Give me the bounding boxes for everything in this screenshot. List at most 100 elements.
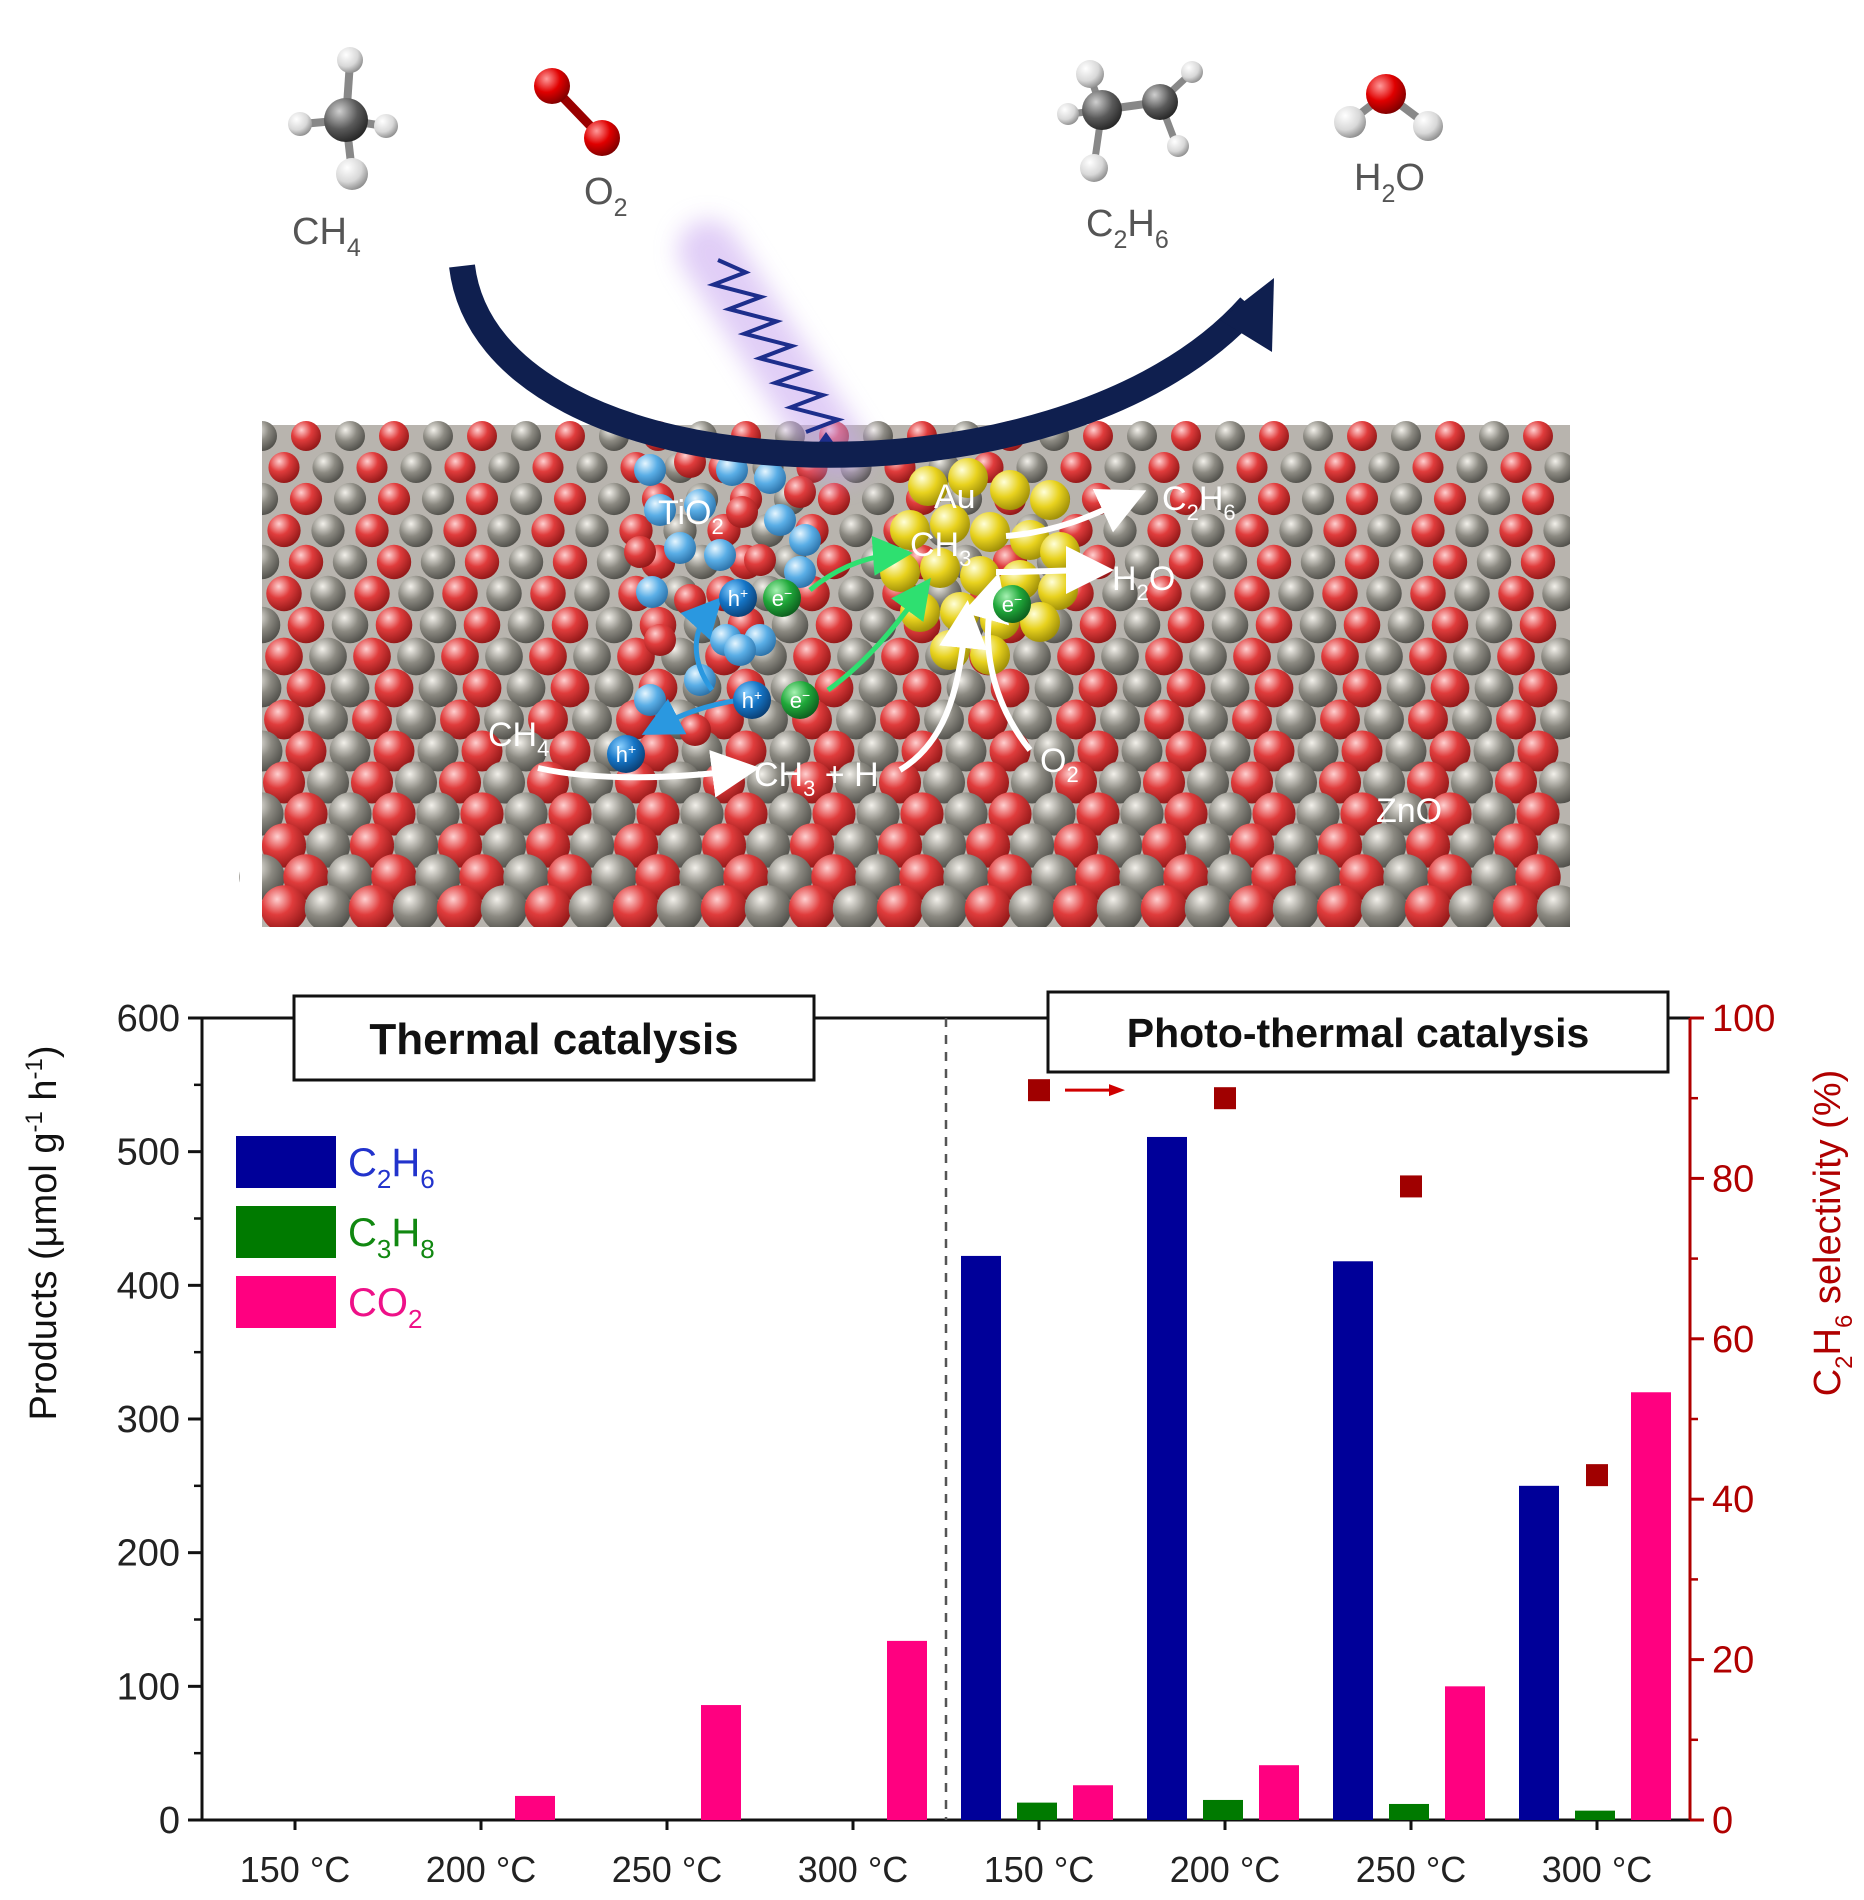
zn-atom (1121, 730, 1163, 772)
o-atom (1254, 668, 1294, 708)
zn-atom (505, 730, 547, 772)
o-atom (286, 668, 326, 708)
legend-label: CO2 (348, 1281, 422, 1334)
slab-edge (1570, 400, 1610, 940)
o-atom (287, 606, 325, 644)
zn-atom (1186, 761, 1230, 804)
o-atom (880, 699, 920, 740)
o-atom (613, 823, 659, 868)
ti-atom (789, 524, 821, 556)
o-atom (1228, 885, 1276, 932)
o-atom (1257, 482, 1291, 516)
zn-atom (1544, 451, 1576, 484)
o-atom (288, 544, 324, 580)
o-atom (268, 451, 300, 484)
selectivity-point (1400, 1175, 1422, 1198)
o-atom (813, 730, 855, 772)
o-atom (1320, 699, 1360, 740)
o-atom (1324, 451, 1356, 484)
au-atom (1040, 532, 1080, 572)
x-tick-label: 300 °C (798, 1849, 908, 1890)
zn-atom (1210, 668, 1250, 708)
zn-atom (1368, 451, 1400, 484)
zn-atom (420, 544, 456, 580)
hole-icon (607, 579, 771, 773)
o-atom (376, 544, 412, 580)
zn-atom (1010, 761, 1054, 804)
zn-atom (1032, 792, 1076, 836)
reaction-arrow-icon (449, 264, 1274, 468)
o-atom (260, 885, 308, 932)
y-axis: 0 100 200 300 400 500 600 (117, 998, 202, 1842)
hole-label: h+ (742, 687, 762, 713)
bars (515, 1136, 1671, 1820)
o-atom (1347, 421, 1377, 451)
zn-atom (1541, 637, 1579, 676)
zn-atom (419, 606, 457, 644)
zn-atom (1012, 699, 1052, 740)
zn-atom (1449, 823, 1495, 868)
zn-atom (1276, 699, 1316, 740)
zn-atom (568, 885, 616, 932)
bar (1575, 1810, 1615, 1820)
zn-atom (837, 637, 875, 676)
legend-swatch (236, 1276, 336, 1328)
o-atom (1235, 513, 1269, 548)
zn-atom (922, 761, 966, 804)
o-atom (1056, 699, 1096, 740)
o-atom (1144, 699, 1184, 740)
zn-atom (1190, 575, 1226, 612)
group-boxes: Thermal catalysis Photo-thermal catalysis (292, 990, 1670, 1082)
bar (1333, 1261, 1373, 1820)
y-tick-label: 600 (117, 998, 180, 1040)
o-atom (460, 792, 504, 836)
zn-atom (1274, 761, 1318, 804)
o-atom (1409, 637, 1447, 676)
tio2-label: TiO2 (658, 494, 724, 539)
o-atom (1167, 606, 1205, 644)
o-atom (552, 544, 588, 580)
zn-atom (1542, 575, 1578, 612)
ti-atom (664, 532, 696, 564)
zn-atom (394, 761, 438, 804)
zn-atom (1361, 823, 1407, 868)
zn-atom (1303, 421, 1333, 451)
zn-atom (1479, 421, 1509, 451)
zn-atom (595, 606, 633, 644)
zn-atom (833, 823, 879, 868)
zn-atom (312, 451, 344, 484)
electron-label: e− (790, 687, 810, 713)
group-label: Photo-thermal catalysis (1127, 1010, 1590, 1056)
o-atom (267, 513, 301, 548)
zn-atom (569, 823, 615, 868)
ti-atom (636, 576, 668, 608)
zn-atom (857, 730, 899, 772)
o-atom (377, 482, 411, 516)
group-box (1046, 990, 1670, 1074)
o-atom (375, 606, 413, 644)
o-atom (1229, 823, 1275, 868)
zn-atom (836, 699, 876, 740)
zn-atom (332, 544, 368, 580)
o-atom (1521, 482, 1555, 516)
o-atom (1430, 668, 1470, 708)
o-atom (636, 792, 680, 836)
zn-atom (335, 421, 365, 451)
zn-atom (1474, 668, 1514, 708)
zn-atom (832, 885, 880, 932)
o-atom (348, 885, 396, 932)
o-atom (262, 761, 306, 804)
hole-label: h+ (616, 741, 636, 767)
o-atom (467, 421, 497, 451)
o-atom (548, 792, 592, 836)
o-atom (1516, 792, 1560, 836)
o-atom (1344, 544, 1380, 580)
zn-atom (1188, 699, 1228, 740)
zn-atom (306, 761, 350, 804)
bar (1203, 1799, 1243, 1820)
bar (1519, 1485, 1559, 1820)
o-atom (1520, 544, 1556, 580)
zn-atom (1125, 482, 1159, 516)
y2-tick-label: 60 (1712, 1319, 1754, 1361)
o-atom (701, 823, 747, 868)
